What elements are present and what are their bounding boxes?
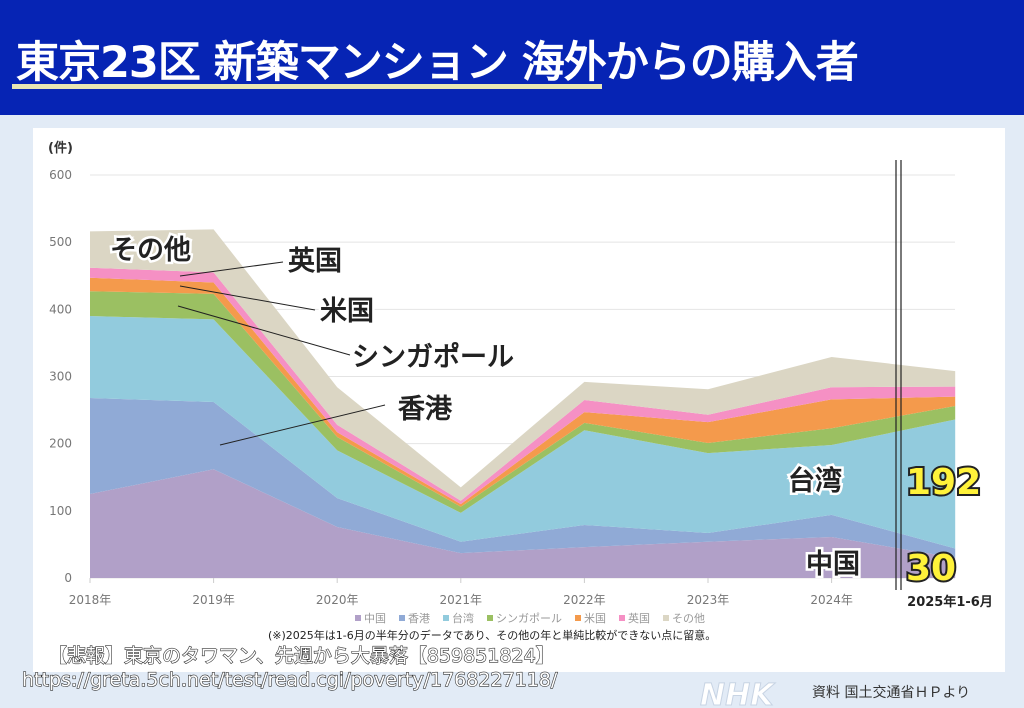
value-china: 30 — [906, 548, 956, 589]
overlay-url: https://greta.5ch.net/test/read.cgi/pove… — [22, 669, 558, 691]
legend-swatch — [443, 615, 449, 621]
area-英国 — [90, 267, 956, 505]
overlay-headline: 【悲報】東京のタワマン、先週から大暴落【859851824】 — [48, 645, 555, 667]
legend-label: 香港 — [408, 612, 430, 625]
y-tick-label: 600 — [49, 168, 72, 182]
label-china: 中国 — [806, 549, 860, 580]
x-tick-label: 2025年1-6月 — [907, 594, 993, 610]
y-tick-label: 500 — [49, 235, 72, 249]
legend-swatch — [355, 615, 361, 621]
legend-label: シンガポール — [496, 612, 562, 625]
area-米国 — [90, 277, 956, 507]
y-axis-unit: (件) — [48, 140, 73, 156]
area-中国 — [90, 469, 956, 578]
x-tick-label: 2023年 — [687, 593, 730, 607]
header-banner: 東京23区 新築マンション 海外からの購入者 — [0, 0, 1024, 115]
y-tick-label: 100 — [49, 504, 72, 518]
y-tick-label: 400 — [49, 302, 72, 316]
x-tick-label: 2018年 — [69, 593, 112, 607]
leader-uk — [179, 261, 284, 277]
x-tick-label: 2020年 — [316, 593, 359, 607]
legend-label: 米国 — [584, 612, 606, 625]
area-台湾 — [90, 316, 956, 549]
legend-label: 英国 — [628, 611, 650, 625]
legend-swatch — [399, 615, 405, 621]
y-tick-label: 0 — [64, 571, 72, 585]
chart-note: (※)2025年は1-6月の半年分のデータであり、その他の年と単純比較ができない… — [268, 628, 716, 642]
legend: 中国 香港 台湾 シンガポール 米国 英国 その他 — [355, 611, 705, 625]
source-credit: 資料 国土交通省ＨＰより — [812, 684, 970, 701]
label-us: 米国 — [320, 296, 374, 327]
legend-swatch — [487, 615, 493, 621]
legend-label: 中国 — [364, 612, 386, 625]
legend-swatch — [575, 615, 581, 621]
legend-swatch — [663, 615, 669, 621]
label-hongkong: 香港 — [398, 394, 453, 425]
leader-us — [179, 285, 316, 311]
x-tick-label: 2024年 — [810, 593, 853, 607]
x-tick-label: 2021年 — [440, 593, 483, 607]
nhk-logo: NHK — [700, 678, 776, 708]
area-香港 — [90, 397, 956, 558]
area-その他 — [90, 229, 956, 501]
value-taiwan: 192 — [906, 462, 981, 503]
page-title: 東京23区 新築マンション 海外からの購入者 — [16, 38, 859, 88]
y-tick-label: 300 — [49, 370, 72, 384]
area-シンガポール — [90, 291, 956, 513]
y-tick-label: 200 — [49, 437, 72, 451]
x-tick-label: 2022年 — [563, 593, 606, 607]
legend-label: 台湾 — [452, 611, 474, 625]
leader-hongkong — [219, 404, 386, 446]
annotation-leaders — [177, 261, 386, 446]
title-underline — [12, 84, 602, 89]
leader-singapore — [177, 305, 351, 356]
x-tick-label: 2019年 — [192, 593, 235, 607]
label-singapore: シンガポール — [352, 342, 514, 373]
label-other: その他 — [110, 235, 191, 266]
legend-label: その他 — [672, 612, 705, 625]
legend-swatch — [619, 615, 625, 621]
label-taiwan: 台湾 — [788, 465, 842, 497]
label-uk: 英国 — [288, 246, 342, 277]
